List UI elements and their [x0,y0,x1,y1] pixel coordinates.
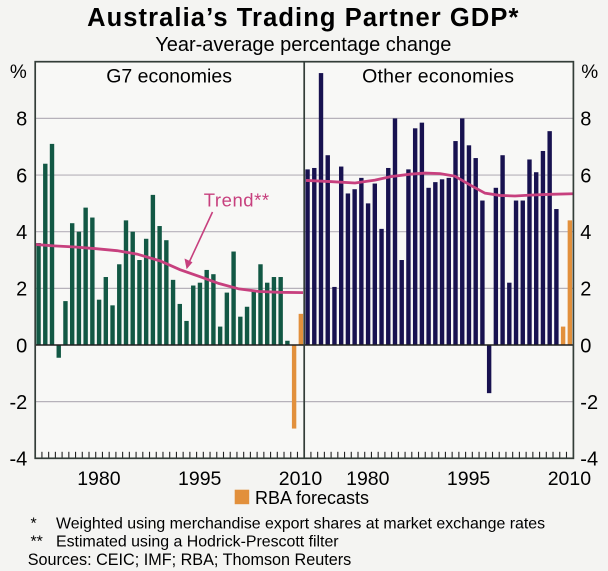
svg-text:Estimated using a Hodrick-Pres: Estimated using a Hodrick-Prescott filte… [56,534,339,551]
svg-text:**: ** [31,534,43,551]
svg-text:Weighted using merchandise exp: Weighted using merchandise export shares… [56,515,545,532]
svg-text:8: 8 [16,109,27,131]
svg-text:-4: -4 [10,449,28,471]
svg-text:Trend**: Trend** [204,190,270,211]
svg-text:%: % [10,62,27,83]
svg-text:2: 2 [16,279,27,301]
svg-text:Sources: CEIC; IMF; RBA; Thoms: Sources: CEIC; IMF; RBA; Thomson Reuters [28,551,352,569]
svg-text:4: 4 [16,222,27,244]
svg-text:1980: 1980 [77,468,121,490]
svg-text:0: 0 [16,335,27,357]
svg-text:%: % [581,62,598,83]
svg-text:Australia’s Trading Partner GD: Australia’s Trading Partner GDP* [87,4,519,32]
svg-text:6: 6 [16,165,27,187]
svg-text:1980: 1980 [346,468,390,490]
svg-text:G7 economies: G7 economies [106,66,232,88]
svg-text:8: 8 [580,109,591,131]
svg-text:*: * [31,515,37,532]
svg-text:2: 2 [580,279,591,301]
svg-text:2010: 2010 [548,468,592,490]
svg-text:4: 4 [580,222,591,244]
svg-text:-4: -4 [580,449,598,471]
svg-text:0: 0 [580,335,591,357]
svg-text:-2: -2 [580,392,598,414]
svg-text:-2: -2 [10,392,28,414]
svg-text:RBA forecasts: RBA forecasts [255,488,369,508]
svg-text:1995: 1995 [447,468,491,490]
svg-text:2010: 2010 [279,468,323,490]
svg-text:1995: 1995 [178,468,222,490]
svg-text:Year-average percentage change: Year-average percentage change [155,34,451,56]
svg-text:Other economies: Other economies [362,66,514,88]
svg-text:6: 6 [580,165,591,187]
